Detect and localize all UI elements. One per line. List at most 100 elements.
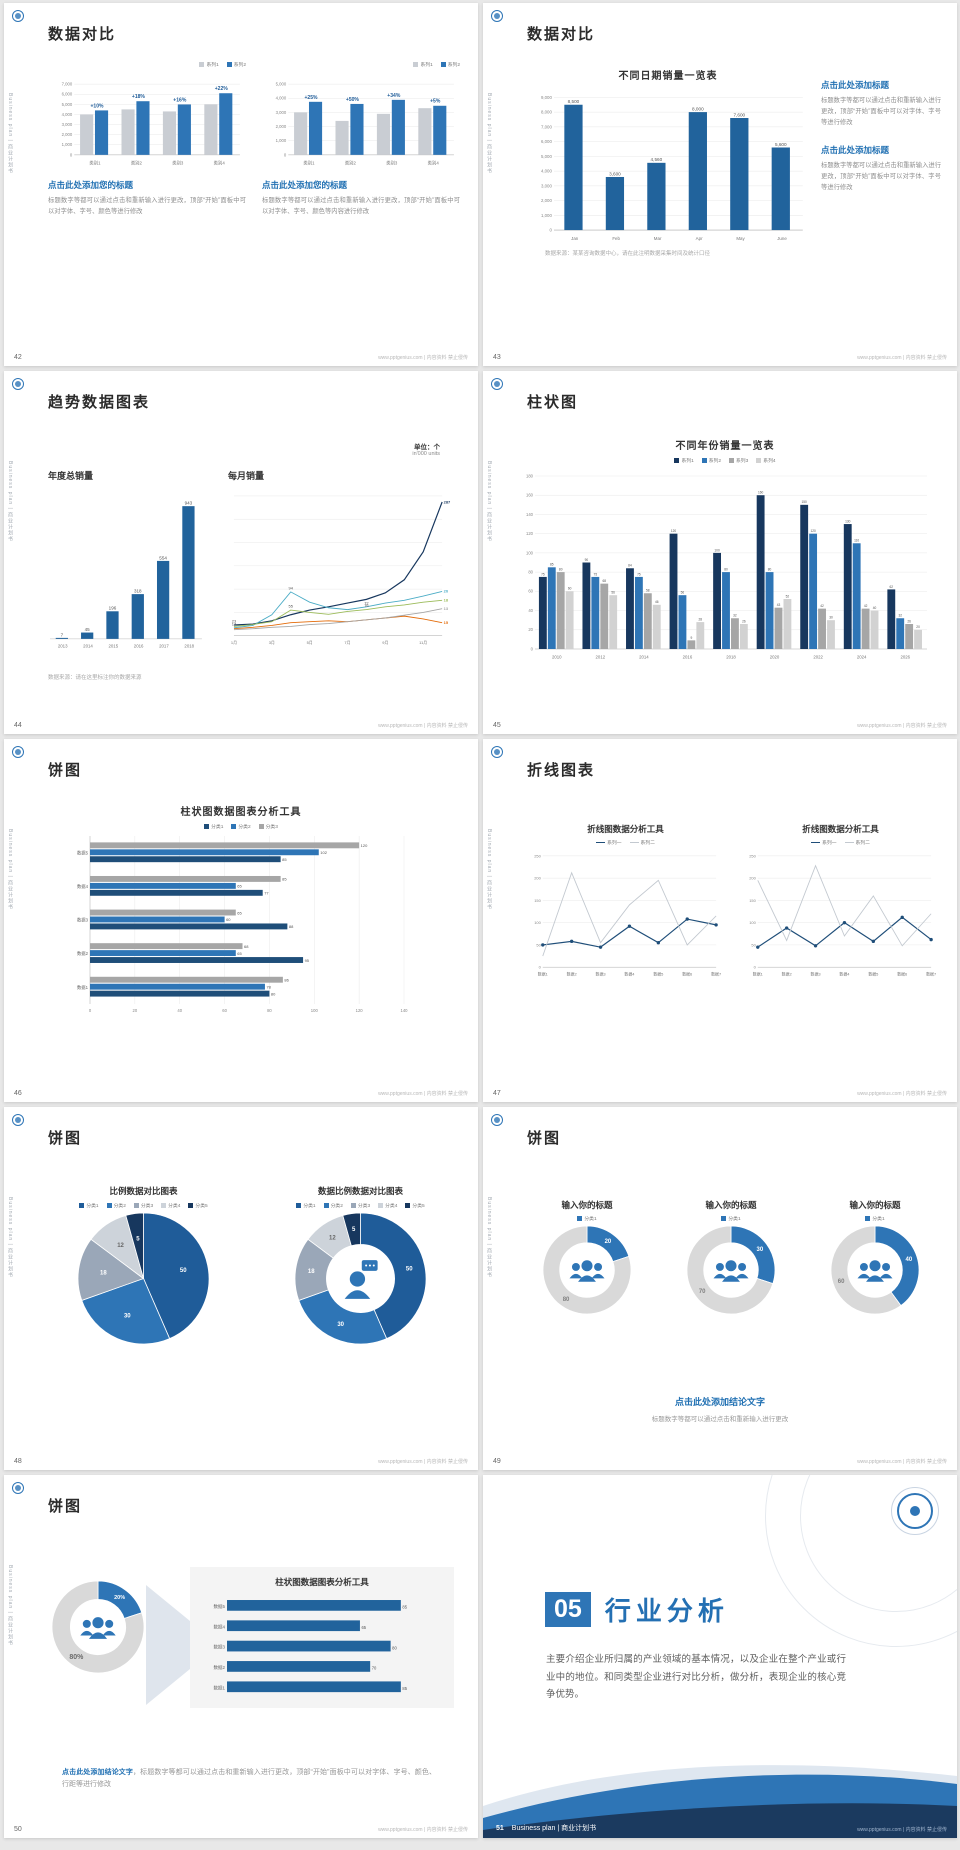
svg-text:5,000: 5,000 [62, 102, 73, 107]
line-chart-left: 系列一 系列二 0 50 100 150 200 250 数据1 数据2 数据3 数据4 数据5 数据6 数… [527, 839, 724, 978]
slide-44: Business plan | 商业计划书 趋势数据图表 单位：个 in'000… [4, 371, 478, 734]
chart-columns: 系列1 系列2 0 1,000 2,000 3,000 4,000 5,000 6,000 7,0… [48, 61, 460, 217]
svg-text:类别4: 类别4 [428, 159, 440, 166]
svg-text:60: 60 [838, 1279, 845, 1285]
svg-text:20: 20 [444, 589, 449, 594]
svg-text:50: 50 [536, 942, 541, 947]
svg-text:70: 70 [699, 1289, 706, 1295]
chart-canvas: 20% 80% [50, 1579, 146, 1675]
svg-text:943: 943 [185, 501, 193, 506]
chart-legend: 分类1 分类2 分类3 [66, 823, 416, 830]
svg-text:120: 120 [526, 531, 534, 536]
svg-text:150: 150 [534, 898, 541, 903]
svg-text:100: 100 [714, 548, 720, 552]
svg-text:2016: 2016 [683, 655, 693, 660]
watermark: www.pptgenius.com | 内容资料 禁止侵传 [378, 1459, 468, 1465]
svg-text:数据6: 数据6 [897, 972, 908, 977]
chart-block: 不同年份销量一览表 系列1 系列2 系列3 系列4 0 20 40 60 80 100 120 140… [517, 437, 933, 661]
svg-text:7,000: 7,000 [541, 124, 552, 129]
svg-text:数据6: 数据6 [682, 972, 693, 977]
svg-text:250: 250 [534, 853, 541, 858]
svg-text:150: 150 [749, 898, 756, 903]
svg-text:18: 18 [308, 1269, 315, 1275]
svg-text:4,000: 4,000 [276, 96, 287, 101]
svg-text:120: 120 [361, 843, 368, 848]
caption-title: 点击此处添加标题 [821, 145, 890, 156]
svg-text:43: 43 [777, 603, 781, 607]
svg-text:+22%: +22% [215, 86, 229, 92]
donut-block-3: 输入你的标题 分类1 40 60 [811, 1199, 939, 1316]
svg-text:数据3: 数据3 [77, 917, 89, 924]
caption-title: 点击此处添加标题 [821, 80, 890, 90]
section-number: 05 [545, 1592, 591, 1627]
svg-text:60: 60 [568, 587, 572, 591]
svg-text:23: 23 [232, 619, 237, 624]
pie-chart: 分类1 分类2 分类3 分类4 分类5 50 30 18 12 5 [76, 1202, 211, 1346]
svg-text:42: 42 [820, 604, 824, 608]
svg-text:0: 0 [531, 646, 534, 651]
svg-text:数据5: 数据5 [77, 849, 89, 856]
chart-legend: 系列一 系列二 [742, 839, 939, 846]
caption-title: 点击此处添加您的标题 [48, 179, 134, 190]
svg-text:+25%: +25% [304, 95, 318, 101]
chart-title: 输入你的标题 [561, 1200, 613, 1210]
chart-canvas: 0 50 100 150 200 250 数据1 数据2 数据3 数据4 数据5 数据6 数据7 [742, 848, 939, 978]
svg-text:2,000: 2,000 [276, 124, 287, 129]
brand-logo-icon [12, 10, 24, 22]
svg-text:类别3: 类别3 [172, 159, 184, 166]
svg-text:数据4: 数据4 [214, 1623, 226, 1630]
svg-text:40: 40 [873, 606, 877, 610]
svg-text:Mar: Mar [654, 236, 662, 241]
page-number: 49 [493, 1458, 501, 1465]
svg-text:58: 58 [646, 589, 650, 593]
emblem-ring [897, 1493, 933, 1529]
svg-text:85: 85 [402, 1605, 407, 1610]
svg-text:2018: 2018 [184, 643, 194, 648]
chart-title: 比例数据对比图表 [109, 1186, 178, 1196]
svg-text:20: 20 [605, 1239, 612, 1245]
side-label: Business plan | 商业计划书 [486, 829, 492, 911]
svg-text:120: 120 [671, 529, 677, 533]
caption-body: 标题数字等都可以通过点击和重新输入进行更改，顶部“开始”面板中可以对字体、字号等… [821, 97, 941, 127]
chart-columns: 折线图数据分析工具 系列一 系列二 0 50 100 150 200 250 数据1 数据2 数据3… [527, 823, 939, 978]
svg-text:65: 65 [237, 910, 242, 915]
data-source-note: 数据来源：请在这里标注你的数据来源 [48, 675, 142, 681]
svg-text:50: 50 [406, 1266, 413, 1272]
svg-text:80: 80 [267, 1008, 272, 1013]
svg-text:类别1: 类别1 [303, 159, 315, 166]
svg-text:2018: 2018 [726, 655, 736, 660]
svg-text:13: 13 [444, 606, 449, 611]
svg-text:数据2: 数据2 [214, 1664, 226, 1671]
chart-canvas: 30 70 [685, 1224, 777, 1316]
svg-text:Jan: Jan [571, 236, 579, 241]
page-number: 46 [14, 1090, 22, 1097]
svg-text:72: 72 [364, 600, 368, 605]
svg-text:6,000: 6,000 [541, 139, 552, 144]
svg-text:250: 250 [749, 853, 756, 858]
monthly-chart-block: 每月销量 1月 3月 5月 7月 9月 11月 287 20 18 15 13 23 17 94 55 72 7… [228, 469, 458, 650]
text-column: 点击此处添加标题 标题数字等都可以通过点击和重新输入进行更改，顶部“开始”面板中… [821, 79, 941, 193]
svg-text:+5%: +5% [430, 99, 441, 105]
svg-text:7,600: 7,600 [733, 112, 745, 117]
slide-title: 折线图表 [527, 762, 596, 779]
svg-text:110: 110 [854, 539, 859, 543]
svg-text:0: 0 [284, 152, 287, 157]
svg-text:2014: 2014 [83, 643, 93, 648]
svg-text:140: 140 [401, 1008, 409, 1013]
svg-text:26: 26 [742, 619, 746, 623]
chart-block: 柱状图数据图表分析工具 分类1 分类2 分类3 0 20 40 60 80 100 120 140 数… [4, 803, 478, 1014]
svg-text:3月: 3月 [269, 640, 275, 645]
svg-text:20%: 20% [114, 1595, 125, 1601]
brand-logo-icon [12, 378, 24, 390]
svg-text:2016: 2016 [134, 643, 144, 648]
svg-text:50: 50 [751, 942, 756, 947]
chart-legend: 系列一 系列二 [527, 839, 724, 846]
page-number: 43 [493, 354, 501, 361]
chart-block-left: 系列1 系列2 0 1,000 2,000 3,000 4,000 5,000 6,000 7,0… [48, 61, 246, 217]
svg-text:3,600: 3,600 [609, 171, 621, 176]
chart-legend: 分类1 分类2 分类3 分类4 分类5 [293, 1202, 428, 1209]
page-number: 47 [493, 1090, 501, 1097]
svg-text:3,000: 3,000 [276, 110, 287, 115]
chart-canvas: 0 1,000 2,000 3,000 4,000 5,000 类别1 类别2 类别3 类别4 +2… [262, 70, 460, 167]
unit-note: 单位：个 in'000 units [412, 441, 440, 457]
